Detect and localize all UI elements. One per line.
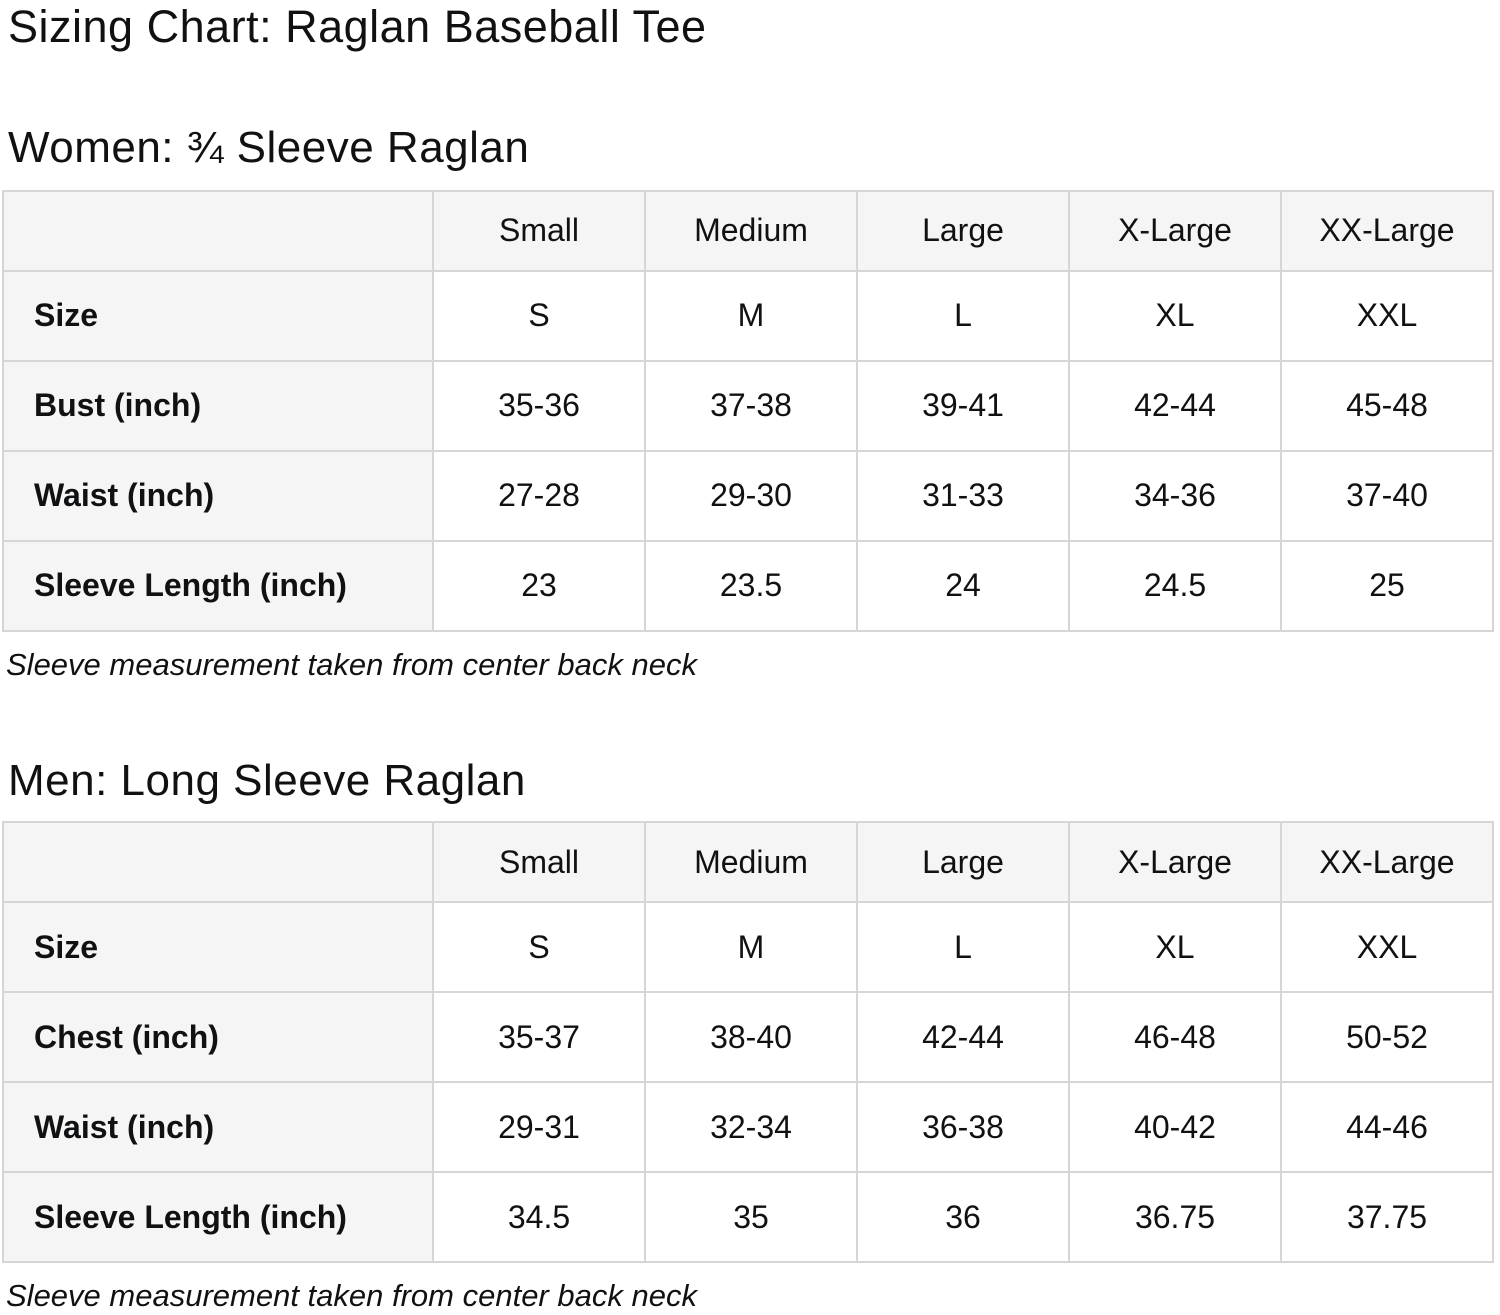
value-cell: S <box>432 901 646 994</box>
value-cell: 40-42 <box>1068 1081 1282 1174</box>
value-cell: 24.5 <box>1068 539 1282 632</box>
row-label-bust: Bust (inch) <box>2 359 434 452</box>
value-cell: 36 <box>856 1171 1070 1264</box>
value-cell: XXL <box>1280 901 1494 994</box>
page-title: Sizing Chart: Raglan Baseball Tee <box>8 1 707 52</box>
value-cell: XL <box>1068 901 1282 994</box>
value-cell: 27-28 <box>432 449 646 542</box>
value-cell: 36-38 <box>856 1081 1070 1174</box>
row-label-chest: Chest (inch) <box>2 991 434 1084</box>
value-cell: 35 <box>644 1171 858 1264</box>
value-cell: 25 <box>1280 539 1494 632</box>
row-label-size: Size <box>2 901 434 994</box>
men-table-note: Sleeve measurement taken from center bac… <box>6 1278 697 1314</box>
column-header-large: Large <box>856 821 1070 904</box>
corner-cell <box>2 821 434 904</box>
table-row-bust: Bust (inch) 35-36 37-38 39-41 42-44 45-4… <box>2 359 1494 452</box>
value-cell: 46-48 <box>1068 991 1282 1084</box>
value-cell: 50-52 <box>1280 991 1494 1084</box>
women-sizing-table: Small Medium Large X-Large XX-Large Size… <box>2 189 1494 632</box>
table-row-waist: Waist (inch) 29-31 32-34 36-38 40-42 44-… <box>2 1081 1494 1174</box>
value-cell: 23 <box>432 539 646 632</box>
value-cell: 29-30 <box>644 449 858 542</box>
value-cell: 29-31 <box>432 1081 646 1174</box>
men-sizing-table: Small Medium Large X-Large XX-Large Size… <box>2 821 1494 1264</box>
value-cell: L <box>856 901 1070 994</box>
men-section-heading: Men: Long Sleeve Raglan <box>8 756 526 806</box>
table-header-row: Small Medium Large X-Large XX-Large <box>2 821 1494 904</box>
table-row-sleeve-length: Sleeve Length (inch) 34.5 35 36 36.75 37… <box>2 1171 1494 1264</box>
column-header-small: Small <box>432 821 646 904</box>
value-cell: 32-34 <box>644 1081 858 1174</box>
value-cell: L <box>856 269 1070 362</box>
table-header-row: Small Medium Large X-Large XX-Large <box>2 189 1494 272</box>
women-section-heading: Women: ¾ Sleeve Raglan <box>8 122 530 172</box>
value-cell: 37.75 <box>1280 1171 1494 1264</box>
column-header-medium: Medium <box>644 189 858 272</box>
value-cell: 35-36 <box>432 359 646 452</box>
value-cell: 24 <box>856 539 1070 632</box>
row-label-sleeve-length: Sleeve Length (inch) <box>2 539 434 632</box>
value-cell: 37-38 <box>644 359 858 452</box>
value-cell: XXL <box>1280 269 1494 362</box>
value-cell: 37-40 <box>1280 449 1494 542</box>
column-header-x-large: X-Large <box>1068 821 1282 904</box>
column-header-x-large: X-Large <box>1068 189 1282 272</box>
table-row-size: Size S M L XL XXL <box>2 269 1494 362</box>
value-cell: M <box>644 269 858 362</box>
value-cell: 42-44 <box>856 991 1070 1084</box>
value-cell: 34-36 <box>1068 449 1282 542</box>
value-cell: 44-46 <box>1280 1081 1494 1174</box>
column-header-large: Large <box>856 189 1070 272</box>
value-cell: 31-33 <box>856 449 1070 542</box>
value-cell: M <box>644 901 858 994</box>
row-label-size: Size <box>2 269 434 362</box>
table-row-size: Size S M L XL XXL <box>2 901 1494 994</box>
row-label-waist: Waist (inch) <box>2 1081 434 1174</box>
column-header-small: Small <box>432 189 646 272</box>
row-label-sleeve-length: Sleeve Length (inch) <box>2 1171 434 1264</box>
value-cell: 36.75 <box>1068 1171 1282 1264</box>
value-cell: 23.5 <box>644 539 858 632</box>
value-cell: XL <box>1068 269 1282 362</box>
section-men: Men: Long Sleeve Raglan Small Medium Lar… <box>0 756 1500 1315</box>
section-women: Women: ¾ Sleeve Raglan Small Medium Larg… <box>0 122 1500 684</box>
column-header-xx-large: XX-Large <box>1280 189 1494 272</box>
column-header-xx-large: XX-Large <box>1280 821 1494 904</box>
value-cell: S <box>432 269 646 362</box>
value-cell: 42-44 <box>1068 359 1282 452</box>
corner-cell <box>2 189 434 272</box>
column-header-medium: Medium <box>644 821 858 904</box>
table-row-sleeve-length: Sleeve Length (inch) 23 23.5 24 24.5 25 <box>2 539 1494 632</box>
table-row-waist: Waist (inch) 27-28 29-30 31-33 34-36 37-… <box>2 449 1494 542</box>
row-label-waist: Waist (inch) <box>2 449 434 542</box>
women-table-note: Sleeve measurement taken from center bac… <box>6 646 697 682</box>
value-cell: 39-41 <box>856 359 1070 452</box>
table-row-chest: Chest (inch) 35-37 38-40 42-44 46-48 50-… <box>2 991 1494 1084</box>
value-cell: 34.5 <box>432 1171 646 1264</box>
value-cell: 35-37 <box>432 991 646 1084</box>
value-cell: 45-48 <box>1280 359 1494 452</box>
value-cell: 38-40 <box>644 991 858 1084</box>
